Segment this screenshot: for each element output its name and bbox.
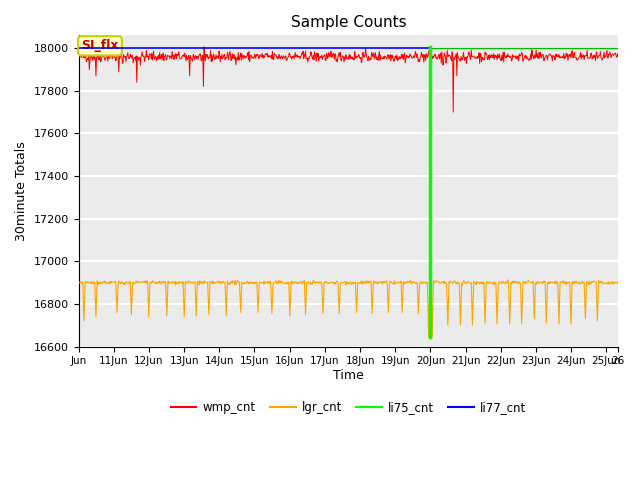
Title: Sample Counts: Sample Counts: [291, 15, 406, 30]
Text: SI_flx: SI_flx: [81, 39, 119, 52]
Y-axis label: 30minute Totals: 30minute Totals: [15, 141, 28, 241]
Legend: wmp_cnt, lgr_cnt, li75_cnt, li77_cnt: wmp_cnt, lgr_cnt, li75_cnt, li77_cnt: [166, 396, 531, 419]
X-axis label: Time: Time: [333, 369, 364, 382]
